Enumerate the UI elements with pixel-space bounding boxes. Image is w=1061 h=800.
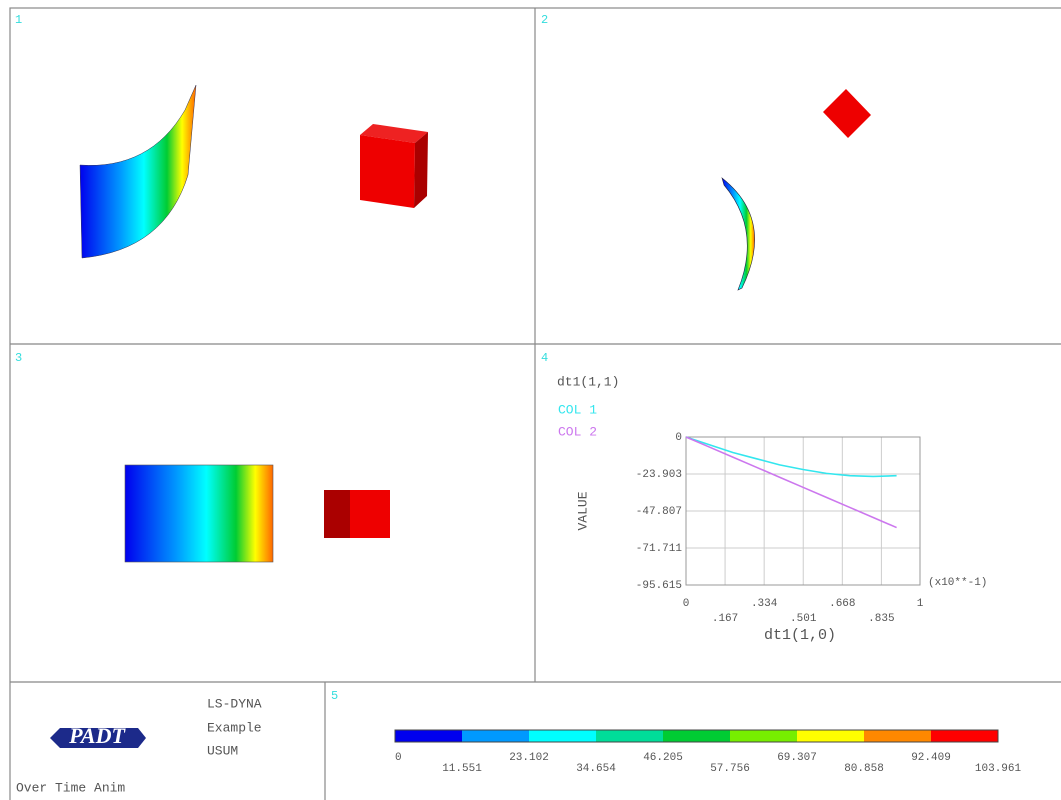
info-line: Example bbox=[207, 720, 262, 735]
info-line: LS-DYNA bbox=[207, 696, 262, 711]
cube-side bbox=[324, 490, 350, 538]
y-tick-label: -71.711 bbox=[636, 543, 683, 555]
x-tick-label: 1 bbox=[917, 598, 924, 610]
y-tick-label: -23.903 bbox=[636, 469, 682, 481]
legend-tick-label: 57.756 bbox=[710, 763, 750, 775]
viewport-label: 5 bbox=[331, 689, 338, 703]
shell-model bbox=[80, 85, 196, 258]
data-line bbox=[686, 437, 897, 476]
contour-legend: 0 11.551 23.102 34.654 46.205 57.756 69.307 80.… bbox=[395, 730, 1021, 775]
y-tick-label: 0 bbox=[675, 432, 682, 444]
page: 1 2 3 4 5 dt1(1,1) dt1(1,0) (x10**-1) VA… bbox=[0, 0, 1061, 800]
x-tick-label: .501 bbox=[790, 613, 817, 625]
info-line: USUM bbox=[207, 743, 238, 758]
shell-model bbox=[722, 178, 755, 290]
legend-tick-label: 80.858 bbox=[844, 763, 884, 775]
plot: 0-23.903-47.807-71.711-95.6150.167.334.5… bbox=[558, 402, 924, 624]
legend-entry: COL 1 bbox=[558, 402, 597, 417]
x-axis-label: dt1(1,0) bbox=[764, 627, 836, 644]
chart-title: dt1(1,1) bbox=[557, 374, 619, 389]
legend-tick-label: 103.961 bbox=[975, 763, 1022, 775]
frames bbox=[10, 8, 1061, 800]
y-tick-label: -95.615 bbox=[636, 580, 682, 592]
legend-tick-label: 69.307 bbox=[777, 752, 817, 764]
caption: Over Time Anim bbox=[16, 780, 125, 795]
x-tick-label: 0 bbox=[683, 598, 690, 610]
cube-front bbox=[360, 135, 415, 208]
legend-swatch bbox=[931, 730, 998, 742]
legend-tick-label: 23.102 bbox=[509, 752, 549, 764]
viewport-label: 3 bbox=[15, 351, 22, 365]
legend-swatch bbox=[395, 730, 462, 742]
y-tick-label: -47.807 bbox=[636, 506, 682, 518]
legend-tick-label: 0 bbox=[395, 752, 402, 764]
x-tick-label: .668 bbox=[829, 598, 855, 610]
legend-swatch bbox=[864, 730, 931, 742]
shell-model bbox=[125, 465, 273, 562]
viewport-label: 2 bbox=[541, 13, 548, 27]
y-axis-label: VALUE bbox=[575, 491, 590, 530]
legend-swatch bbox=[730, 730, 797, 742]
legend-swatch bbox=[663, 730, 730, 742]
logo: PADT bbox=[68, 723, 126, 748]
x-tick-label: .167 bbox=[712, 613, 738, 625]
legend-tick-label: 46.205 bbox=[643, 752, 683, 764]
cube-side bbox=[414, 132, 428, 208]
viewport-label: 1 bbox=[15, 13, 22, 27]
data-line bbox=[686, 437, 897, 528]
legend-swatch bbox=[797, 730, 864, 742]
legend-tick-label: 92.409 bbox=[911, 752, 951, 764]
legend-swatch bbox=[596, 730, 663, 742]
cube-front bbox=[350, 490, 390, 538]
ansys-window: 1 2 3 4 5 dt1(1,1) dt1(1,0) (x10**-1) VA… bbox=[0, 0, 1061, 800]
cube bbox=[823, 89, 871, 138]
legend-swatch bbox=[462, 730, 529, 742]
x-tick-label: .835 bbox=[868, 613, 894, 625]
viewport-label: 4 bbox=[541, 351, 548, 365]
x-axis-multiplier: (x10**-1) bbox=[928, 577, 987, 589]
legend-tick-label: 11.551 bbox=[442, 763, 482, 775]
legend-entry: COL 2 bbox=[558, 424, 597, 439]
legend-swatch bbox=[529, 730, 596, 742]
x-tick-label: .334 bbox=[751, 598, 778, 610]
legend-tick-label: 34.654 bbox=[576, 763, 616, 775]
